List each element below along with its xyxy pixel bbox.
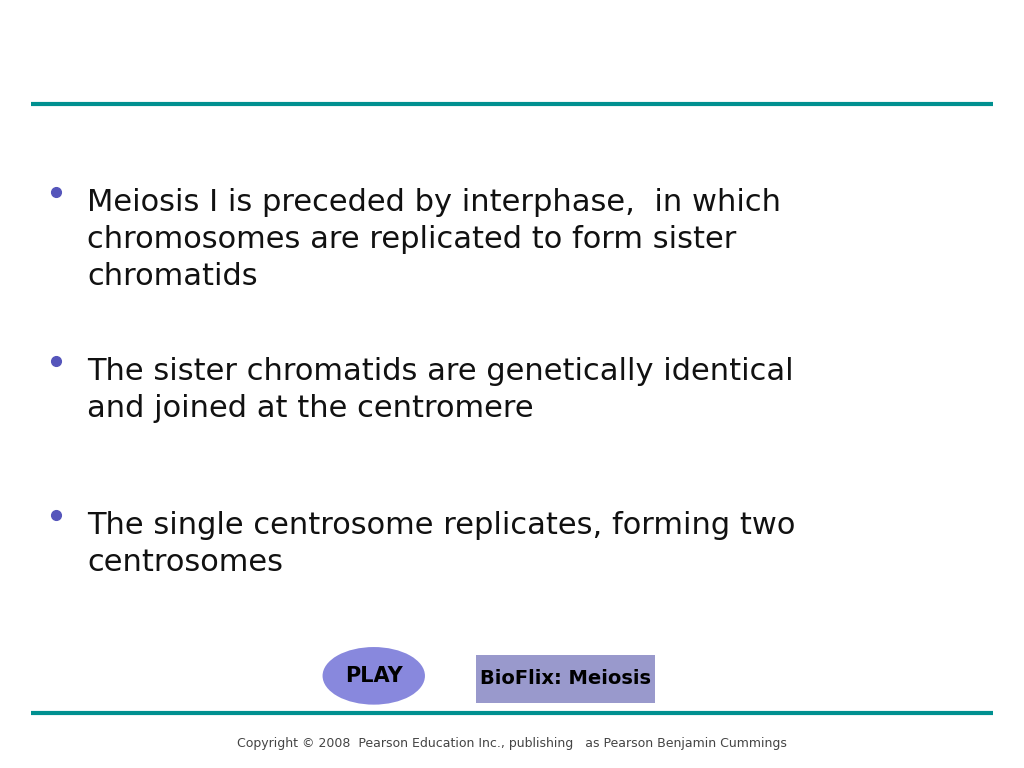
- FancyBboxPatch shape: [476, 655, 655, 703]
- Text: The single centrosome replicates, forming two
centrosomes: The single centrosome replicates, formin…: [87, 511, 796, 577]
- Text: The sister chromatids are genetically identical
and joined at the centromere: The sister chromatids are genetically id…: [87, 357, 794, 423]
- Text: Copyright © 2008  Pearson Education Inc., publishing   as Pearson Benjamin Cummi: Copyright © 2008 Pearson Education Inc.,…: [238, 737, 786, 750]
- Text: PLAY: PLAY: [345, 666, 402, 686]
- Text: BioFlix: Meiosis: BioFlix: Meiosis: [480, 670, 651, 688]
- Text: Meiosis I is preceded by interphase,  in which
chromosomes are replicated to for: Meiosis I is preceded by interphase, in …: [87, 188, 781, 291]
- Ellipse shape: [323, 647, 425, 705]
